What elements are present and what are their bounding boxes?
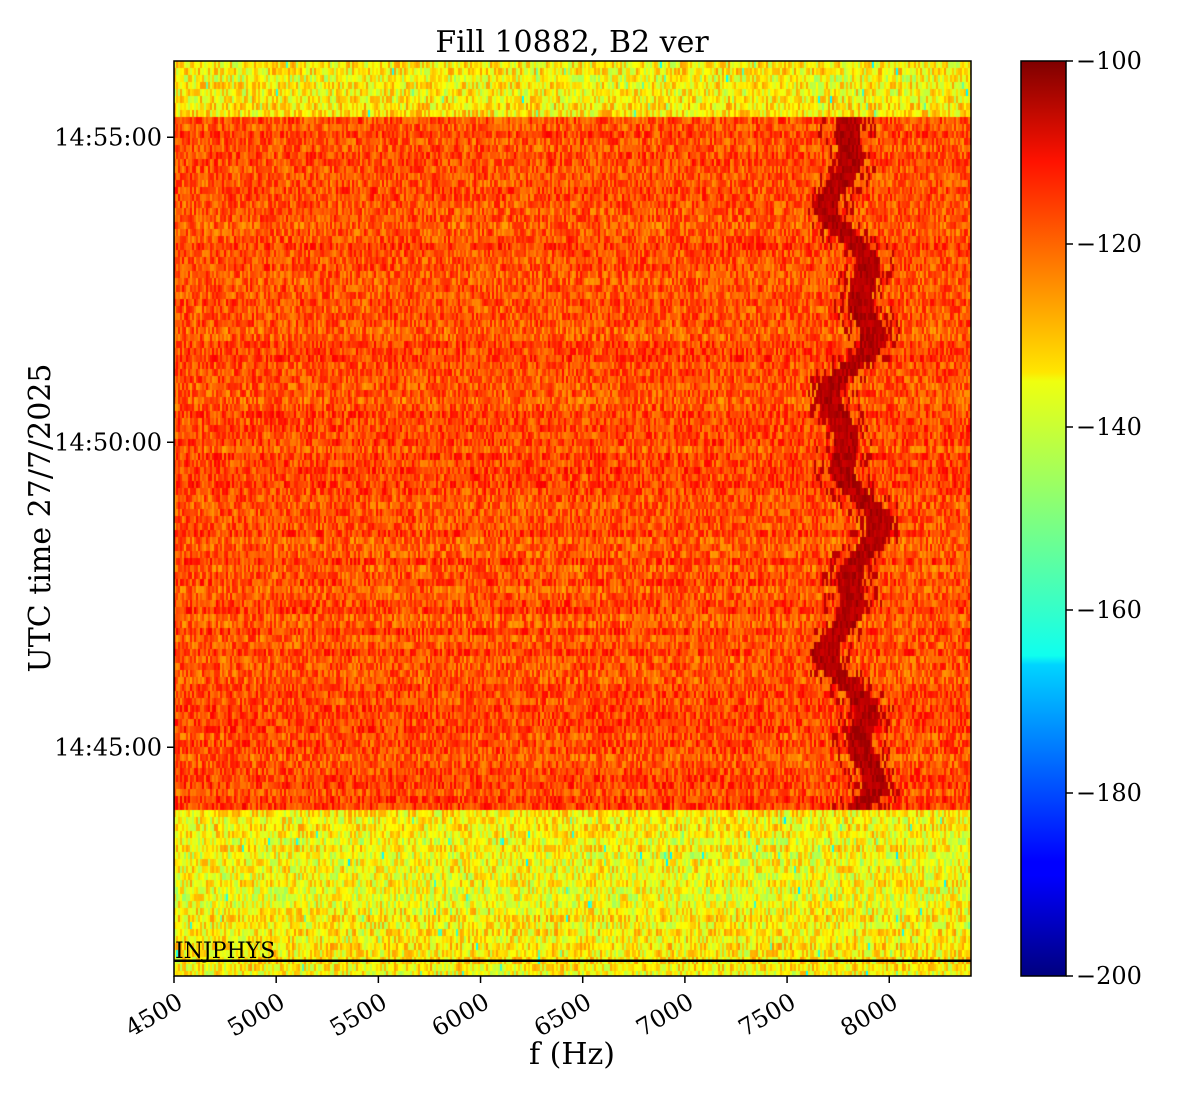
colorbar-tick-label: −180 <box>1076 779 1142 807</box>
x-tick-label: 6500 <box>529 987 596 1042</box>
colorbar-tick-label: −200 <box>1076 962 1142 990</box>
x-tick-label: 5000 <box>223 987 290 1042</box>
colorbar-tick-label: −100 <box>1076 47 1142 75</box>
spectrogram-heatmap <box>174 61 971 976</box>
annotation-layer: INJPHYS <box>174 939 971 964</box>
plot-frame <box>173 60 972 977</box>
colorbar-tick-label: −120 <box>1076 230 1142 258</box>
colorbar <box>1020 60 1067 977</box>
x-tick-label: 4500 <box>121 987 188 1042</box>
x-tick-label: 6000 <box>427 987 494 1042</box>
heatmap-image <box>174 61 971 976</box>
x-axis-label: f (Hz) <box>529 1037 615 1072</box>
x-tick-label: 7500 <box>734 987 801 1042</box>
y-axis: 14:45:00 14:50:00 14:55:00 <box>54 123 174 761</box>
y-axis-label: UTC time 27/7/2025 <box>23 364 58 673</box>
x-axis: 4500 5000 5500 6000 6500 7000 7500 8000 <box>121 976 903 1042</box>
y-tick-label: 14:55:00 <box>54 123 162 151</box>
colorbar-axis: −100 −120 −140 −160 −180 −200 <box>1066 47 1142 990</box>
y-tick-label: 14:45:00 <box>54 733 162 761</box>
y-tick-label: 14:50:00 <box>54 428 162 456</box>
annotation-label: INJPHYS <box>175 939 275 964</box>
x-tick-label: 5500 <box>325 987 392 1042</box>
chart-title: Fill 10882, B2 ver <box>435 25 709 60</box>
x-tick-label: 7000 <box>631 987 698 1042</box>
colorbar-tick-label: −160 <box>1076 596 1142 624</box>
x-tick-label: 8000 <box>836 987 903 1042</box>
colorbar-tick-label: −140 <box>1076 413 1142 441</box>
